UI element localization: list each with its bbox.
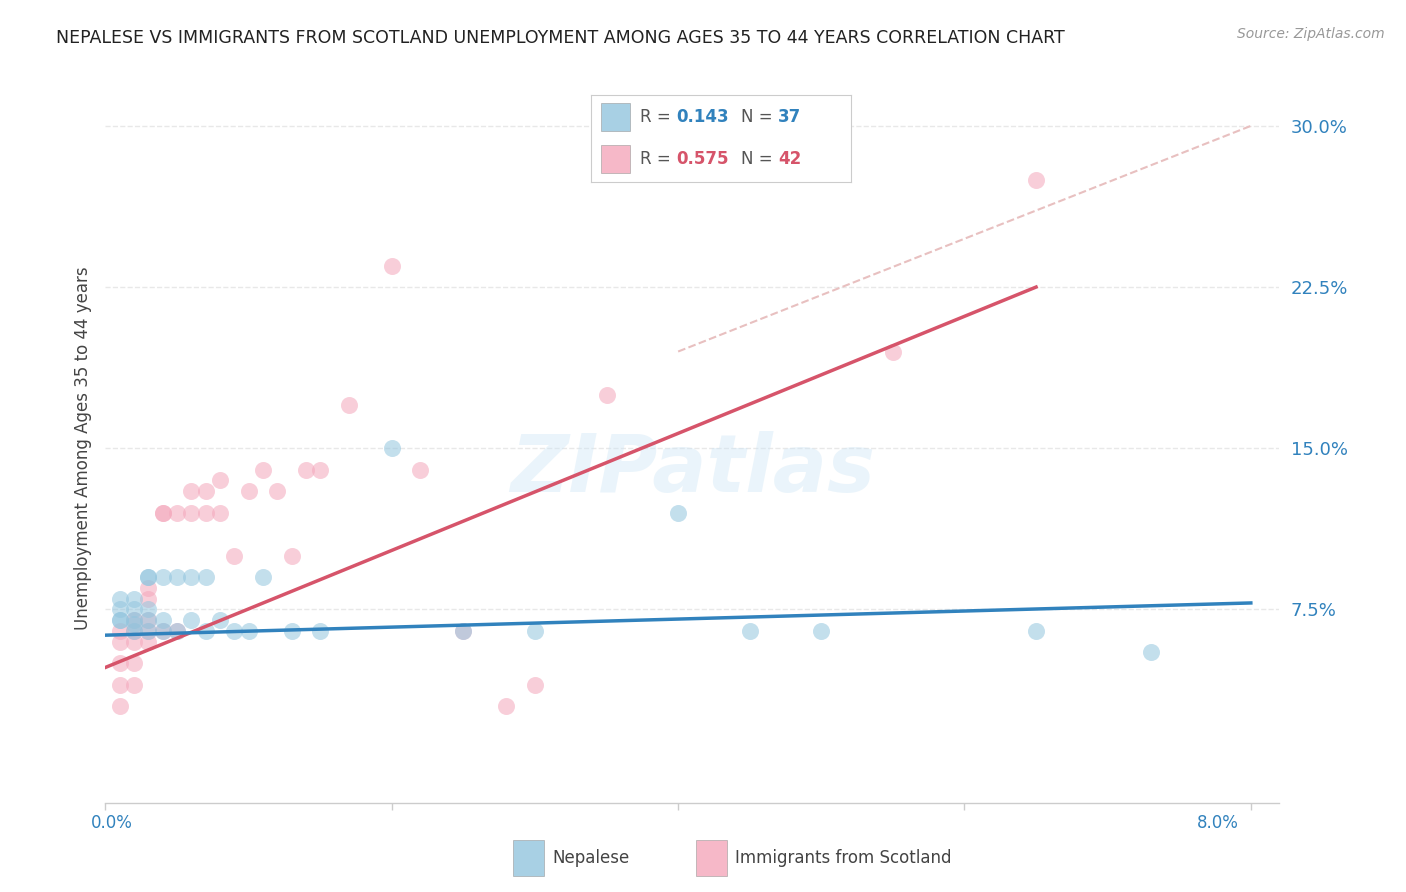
Point bbox=[166, 624, 188, 638]
Text: N =: N = bbox=[741, 150, 779, 169]
Point bbox=[108, 634, 131, 648]
Point bbox=[152, 624, 174, 638]
Point bbox=[152, 506, 174, 520]
Point bbox=[138, 624, 160, 638]
Point bbox=[108, 678, 131, 692]
Point bbox=[122, 591, 145, 606]
Point bbox=[166, 570, 188, 584]
Point bbox=[738, 624, 761, 638]
Point bbox=[122, 678, 145, 692]
Text: R =: R = bbox=[640, 150, 676, 169]
Point bbox=[224, 624, 246, 638]
Point bbox=[194, 624, 217, 638]
Y-axis label: Unemployment Among Ages 35 to 44 years: Unemployment Among Ages 35 to 44 years bbox=[73, 267, 91, 630]
Point bbox=[194, 570, 217, 584]
Point bbox=[309, 463, 332, 477]
Point bbox=[194, 484, 217, 499]
Point bbox=[122, 602, 145, 616]
Point bbox=[108, 656, 131, 670]
Point bbox=[138, 570, 160, 584]
Point bbox=[409, 463, 432, 477]
Point bbox=[152, 613, 174, 627]
Point bbox=[108, 602, 131, 616]
Point bbox=[495, 699, 517, 714]
Point bbox=[523, 678, 546, 692]
Point bbox=[180, 613, 202, 627]
Point bbox=[295, 463, 318, 477]
Point bbox=[882, 344, 904, 359]
Point bbox=[108, 613, 131, 627]
Point bbox=[138, 613, 160, 627]
Point bbox=[194, 506, 217, 520]
Point bbox=[280, 549, 302, 563]
Point bbox=[666, 506, 689, 520]
Text: NEPALESE VS IMMIGRANTS FROM SCOTLAND UNEMPLOYMENT AMONG AGES 35 TO 44 YEARS CORR: NEPALESE VS IMMIGRANTS FROM SCOTLAND UNE… bbox=[56, 29, 1064, 46]
Point bbox=[208, 474, 231, 488]
Point bbox=[180, 506, 202, 520]
Text: 8.0%: 8.0% bbox=[1197, 814, 1239, 831]
Text: Source: ZipAtlas.com: Source: ZipAtlas.com bbox=[1237, 27, 1385, 41]
FancyBboxPatch shape bbox=[600, 145, 630, 173]
Text: ZIPatlas: ZIPatlas bbox=[510, 431, 875, 508]
Point bbox=[152, 570, 174, 584]
Point bbox=[180, 570, 202, 584]
Text: 0.575: 0.575 bbox=[676, 150, 728, 169]
Text: R =: R = bbox=[640, 108, 676, 127]
Point bbox=[138, 613, 160, 627]
Point bbox=[337, 398, 360, 412]
Point bbox=[122, 634, 145, 648]
Point bbox=[152, 624, 174, 638]
Point bbox=[166, 506, 188, 520]
Point bbox=[122, 624, 145, 638]
Point bbox=[381, 442, 404, 455]
Text: Nepalese: Nepalese bbox=[553, 849, 630, 867]
Point bbox=[122, 613, 145, 627]
Point bbox=[280, 624, 302, 638]
Point bbox=[180, 484, 202, 499]
Point bbox=[238, 624, 260, 638]
Point bbox=[453, 624, 475, 638]
Point bbox=[309, 624, 332, 638]
Text: 37: 37 bbox=[778, 108, 801, 127]
Point bbox=[138, 570, 160, 584]
Text: 0.143: 0.143 bbox=[676, 108, 728, 127]
Point bbox=[138, 591, 160, 606]
Point bbox=[1025, 624, 1047, 638]
Point bbox=[224, 549, 246, 563]
Point bbox=[523, 624, 546, 638]
Text: 42: 42 bbox=[778, 150, 801, 169]
Point bbox=[122, 617, 145, 632]
Point bbox=[252, 570, 274, 584]
Point bbox=[108, 699, 131, 714]
Point bbox=[595, 387, 617, 401]
Text: 0.0%: 0.0% bbox=[91, 814, 134, 831]
Point bbox=[138, 602, 160, 616]
Point bbox=[122, 624, 145, 638]
Point bbox=[108, 591, 131, 606]
Point bbox=[138, 581, 160, 595]
Point bbox=[108, 613, 131, 627]
Point bbox=[266, 484, 288, 499]
Point bbox=[238, 484, 260, 499]
Point bbox=[1025, 172, 1047, 186]
Point bbox=[122, 613, 145, 627]
FancyBboxPatch shape bbox=[600, 103, 630, 131]
Point bbox=[208, 506, 231, 520]
Text: Immigrants from Scotland: Immigrants from Scotland bbox=[735, 849, 952, 867]
Text: N =: N = bbox=[741, 108, 779, 127]
Point bbox=[1139, 645, 1161, 659]
Point bbox=[138, 624, 160, 638]
Point bbox=[453, 624, 475, 638]
Point bbox=[208, 613, 231, 627]
Point bbox=[381, 259, 404, 273]
Point bbox=[152, 506, 174, 520]
Point bbox=[138, 634, 160, 648]
Point bbox=[810, 624, 832, 638]
Point bbox=[122, 656, 145, 670]
Point bbox=[108, 624, 131, 638]
Point bbox=[166, 624, 188, 638]
Point bbox=[252, 463, 274, 477]
